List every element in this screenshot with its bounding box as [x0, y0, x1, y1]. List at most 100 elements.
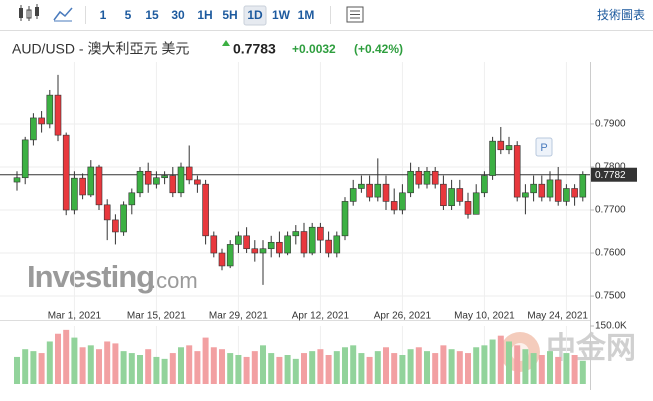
volume-bar: [46, 341, 53, 384]
volume-bar: [87, 345, 94, 384]
candle-body: [292, 231, 300, 237]
volume-bar: [440, 345, 447, 384]
volume-bar: [522, 349, 529, 384]
candle-body: [161, 175, 168, 179]
volume-bar: [38, 353, 45, 384]
interval-button[interactable]: 1: [100, 8, 107, 22]
volume-bar: [571, 355, 578, 384]
volume-bar: [210, 347, 217, 384]
x-tick-label: Mar 15, 2021: [127, 311, 186, 322]
last-price-box: [591, 167, 637, 182]
candle-body: [530, 183, 537, 194]
candle-body: [300, 231, 308, 254]
candle-body: [120, 204, 127, 233]
candle-body: [21, 139, 29, 179]
volume-bar: [391, 353, 398, 384]
volume-bar: [489, 339, 496, 384]
volume-bar: [284, 355, 291, 384]
volume-bar: [555, 356, 562, 384]
volume-bar: [128, 353, 135, 384]
candle-body: [472, 192, 480, 215]
candle-body: [54, 94, 62, 136]
y-tick-label: 0.7700: [595, 205, 626, 216]
candle-body: [13, 177, 21, 183]
y-tick-label: 0.7600: [595, 248, 626, 259]
interval-button[interactable]: 1M: [298, 8, 315, 22]
candle-body: [95, 166, 103, 206]
interval-button[interactable]: 1W: [272, 8, 291, 22]
candle-body: [112, 219, 119, 233]
volume-bar: [547, 351, 553, 384]
price: 0.7783: [233, 41, 276, 57]
volume-bar: [374, 351, 381, 384]
interval-button[interactable]: 15: [145, 8, 159, 22]
interval-selected: [243, 5, 267, 26]
interval-button[interactable]: 1H: [197, 8, 212, 22]
interval-button[interactable]: 1D: [247, 8, 263, 22]
candle-body: [358, 183, 365, 189]
volume-bar: [481, 345, 488, 384]
change-percent: (+0.42%): [354, 42, 403, 56]
candle-body: [415, 170, 423, 185]
volume-bar: [358, 353, 365, 384]
candle-body: [349, 188, 357, 202]
candle-body: [243, 235, 250, 250]
interval-button[interactable]: 30: [171, 8, 185, 22]
volume-bar: [194, 351, 201, 384]
candle-body: [284, 235, 291, 254]
candle-body: [448, 188, 455, 207]
candle-body: [128, 192, 136, 206]
volume-bar: [137, 355, 143, 384]
y-tick-label: 0.7900: [595, 119, 626, 130]
technical-chart-link[interactable]: 技術圖表: [597, 8, 645, 22]
candle-body: [489, 140, 496, 176]
volume-bar: [161, 358, 168, 384]
volume-bar: [465, 353, 471, 384]
annotation-box[interactable]: [535, 137, 553, 157]
interval-button[interactable]: 5: [125, 8, 132, 22]
candle-body: [374, 183, 382, 198]
volume-bar: [235, 355, 242, 384]
volume-bar: [178, 347, 184, 384]
candle-body: [235, 235, 242, 245]
volume-bar: [169, 353, 176, 384]
volume-bar: [333, 351, 340, 384]
volume-bar: [473, 347, 480, 384]
layout-icon[interactable]: [346, 6, 364, 23]
candle-body: [563, 188, 570, 202]
volume-bar: [120, 351, 127, 384]
annotation-label[interactable]: P: [540, 142, 547, 154]
volume-bar: [350, 345, 357, 384]
volume-bar: [219, 349, 225, 384]
volume-bar: [366, 356, 373, 384]
candle-body: [325, 239, 332, 254]
candle-body: [538, 183, 546, 198]
candle-body: [267, 241, 275, 250]
volume-tick-label: 150.0K: [595, 321, 627, 332]
volume-bar: [301, 353, 307, 384]
line-icon[interactable]: [53, 7, 73, 21]
volume-bar: [55, 333, 61, 384]
volume-bar: [292, 358, 299, 384]
candle-body: [571, 188, 578, 198]
candle-icon[interactable]: [19, 4, 39, 21]
candle-body: [317, 226, 324, 241]
investing-logo-suffix: .com: [150, 268, 198, 293]
volume-bar: [342, 347, 348, 384]
interval-button[interactable]: 5H: [222, 8, 237, 22]
y-tick-label: 0.7800: [595, 162, 626, 173]
investing-logo: Investing: [27, 259, 154, 294]
candle-body: [202, 183, 209, 237]
volume-bar: [579, 360, 586, 384]
candle-body: [390, 201, 398, 211]
candle-body: [71, 177, 78, 211]
volume-bar: [79, 347, 86, 384]
candle-body: [38, 117, 45, 125]
candle-body: [431, 170, 439, 185]
candle-body: [407, 170, 414, 194]
candle-body: [30, 117, 37, 141]
candle-body: [341, 201, 349, 237]
volume-bar: [112, 343, 119, 384]
candle-body: [481, 175, 488, 194]
